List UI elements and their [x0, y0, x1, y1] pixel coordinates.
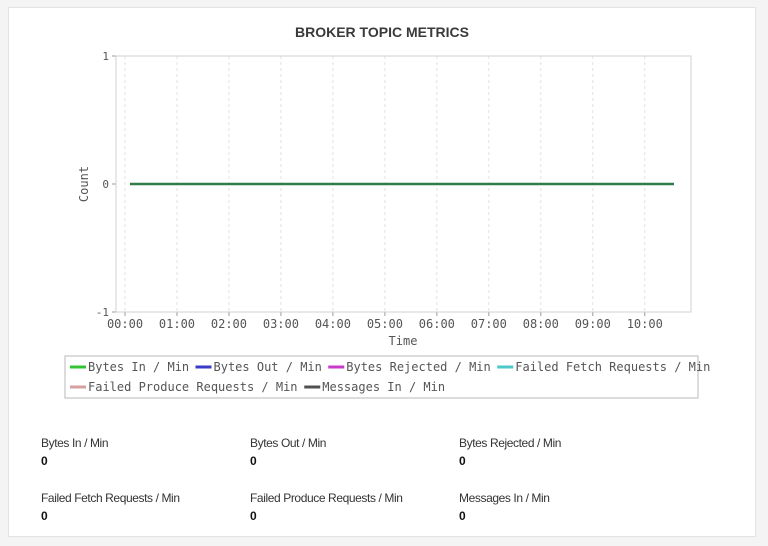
stat-item: Failed Produce Requests / Min 0: [250, 491, 450, 523]
legend-item-label[interactable]: Bytes Rejected / Min: [346, 360, 491, 374]
x-tick-label: 00:00: [107, 317, 143, 331]
stat-item: Failed Fetch Requests / Min 0: [41, 491, 241, 523]
legend-item-label[interactable]: Bytes Out / Min: [214, 360, 322, 374]
stat-item: Bytes Out / Min 0: [250, 436, 450, 468]
x-tick-label: 07:00: [471, 317, 507, 331]
stat-value: 0: [41, 454, 48, 468]
stat-item: Bytes In / Min 0: [41, 436, 241, 468]
stat-value: 0: [250, 509, 257, 523]
stat-value: 0: [41, 509, 48, 523]
tick-labels: 00:00 01:00 02:00 03:00 04:00 05:00 06:00 07:00…: [96, 50, 663, 331]
stat-value: 0: [250, 454, 257, 468]
y-tick-label: -1: [96, 306, 109, 319]
y-tick-label: 1: [102, 50, 109, 63]
x-tick-label: 10:00: [627, 317, 663, 331]
x-tick-label: 09:00: [575, 317, 611, 331]
legend: Bytes In / Min Bytes Out / Min Bytes Rejec…: [70, 360, 710, 394]
legend-item-label[interactable]: Failed Fetch Requests / Min: [515, 360, 710, 374]
stat-value: 0: [459, 454, 466, 468]
legend-item-label[interactable]: Bytes In / Min: [88, 360, 189, 374]
y-axis-label: Count: [77, 166, 91, 202]
x-tick-label: 03:00: [263, 317, 299, 331]
stat-label: Messages In / Min: [459, 491, 550, 505]
x-tick-label: 01:00: [159, 317, 195, 331]
legend-box: [64, 355, 699, 399]
x-tick-label: 02:00: [211, 317, 247, 331]
x-axis-label: Time: [389, 334, 418, 348]
line-chart: 00:00 01:00 02:00 03:00 04:00 05:00 06:00 07:00…: [64, 50, 710, 399]
stat-value: 0: [459, 509, 466, 523]
x-tick-label: 04:00: [315, 317, 351, 331]
legend-item-label[interactable]: Messages In / Min: [322, 380, 445, 394]
stat-label: Bytes Out / Min: [250, 436, 327, 450]
x-tick-label: 08:00: [523, 317, 559, 331]
stat-item: Messages In / Min 0: [459, 491, 659, 523]
stat-label: Failed Fetch Requests / Min: [41, 491, 180, 505]
stat-label: Bytes Rejected / Min: [459, 436, 562, 450]
stat-label: Bytes In / Min: [41, 436, 109, 450]
y-tick-label: 0: [102, 178, 109, 191]
stat-label: Failed Produce Requests / Min: [250, 491, 403, 505]
legend-item-label[interactable]: Failed Produce Requests / Min: [88, 380, 298, 394]
x-tick-label: 06:00: [419, 317, 455, 331]
plot-area-border: [115, 55, 692, 313]
grid: [112, 55, 646, 316]
chart-title: BROKER TOPIC METRICS: [295, 24, 469, 40]
stat-item: Bytes Rejected / Min 0: [459, 436, 659, 468]
metrics-panel: [8, 7, 756, 537]
x-tick-label: 05:00: [367, 317, 403, 331]
